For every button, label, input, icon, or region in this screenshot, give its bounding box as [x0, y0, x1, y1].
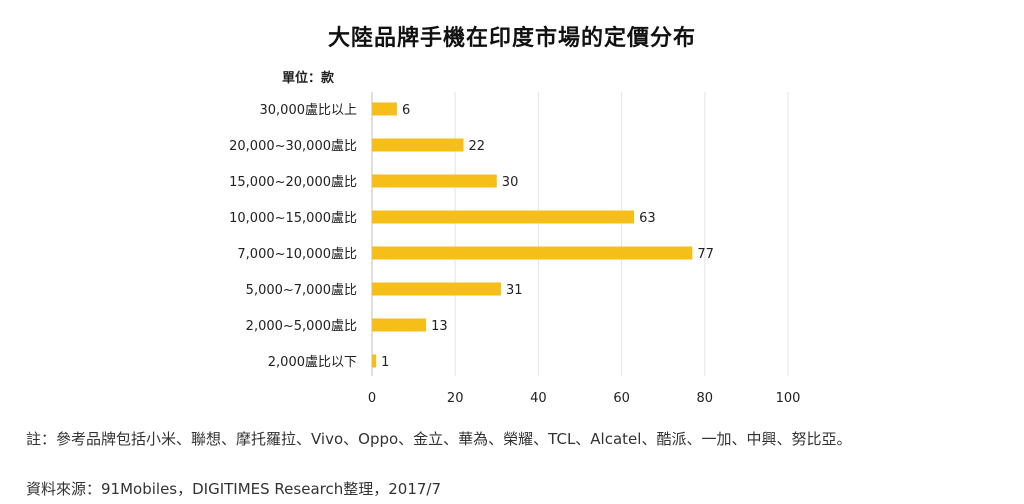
- data-label: 13: [431, 319, 448, 334]
- chart-title: 大陸品牌手機在印度市場的定價分布: [327, 26, 696, 51]
- data-label: 31: [506, 283, 523, 298]
- bar-chart: 單位：款 30,000盧比以上 20,000~30,000盧比 15,000~20,…: [229, 70, 801, 406]
- data-label: 77: [697, 247, 714, 262]
- footnote: 註：參考品牌包括小米、聯想、摩托羅拉、Vivo、Oppo、金立、華為、榮耀、TC…: [26, 430, 852, 448]
- x-tick-label: 100: [776, 391, 801, 406]
- bar: [372, 210, 635, 224]
- x-tick-label: 40: [530, 391, 547, 406]
- bar: [372, 354, 377, 368]
- category-label: 5,000~7,000盧比: [246, 283, 357, 298]
- unit-label: 單位：款: [282, 70, 335, 86]
- bars: [372, 102, 693, 368]
- data-label: 6: [402, 103, 410, 118]
- x-tick-label: 0: [368, 391, 376, 406]
- x-tick-labels: 0 20 40 60 80 100: [368, 391, 801, 406]
- x-tick-label: 20: [447, 391, 464, 406]
- bar: [372, 282, 501, 296]
- category-label: 2,000盧比以下: [268, 355, 357, 370]
- bar: [372, 138, 464, 152]
- source-line: 資料來源：91Mobiles，DIGITIMES Research整理，2017…: [26, 480, 441, 498]
- bar: [372, 174, 497, 188]
- category-label: 10,000~15,000盧比: [229, 211, 357, 226]
- category-labels: 30,000盧比以上 20,000~30,000盧比 15,000~20,000盧比…: [229, 103, 357, 370]
- data-label: 30: [502, 175, 519, 190]
- data-label: 1: [381, 355, 389, 370]
- category-label: 7,000~10,000盧比: [237, 247, 357, 262]
- category-label: 2,000~5,000盧比: [246, 319, 357, 334]
- x-tick-label: 80: [697, 391, 714, 406]
- category-label: 20,000~30,000盧比: [229, 139, 357, 154]
- data-labels: 6 22 30 63 77 31 13 1: [381, 103, 714, 370]
- category-label: 15,000~20,000盧比: [229, 175, 357, 190]
- bar: [372, 318, 427, 332]
- x-tick-label: 60: [613, 391, 630, 406]
- data-label: 63: [639, 211, 656, 226]
- category-label: 30,000盧比以上: [260, 103, 358, 118]
- bar: [372, 102, 397, 116]
- bar: [372, 246, 693, 260]
- data-label: 22: [469, 139, 486, 154]
